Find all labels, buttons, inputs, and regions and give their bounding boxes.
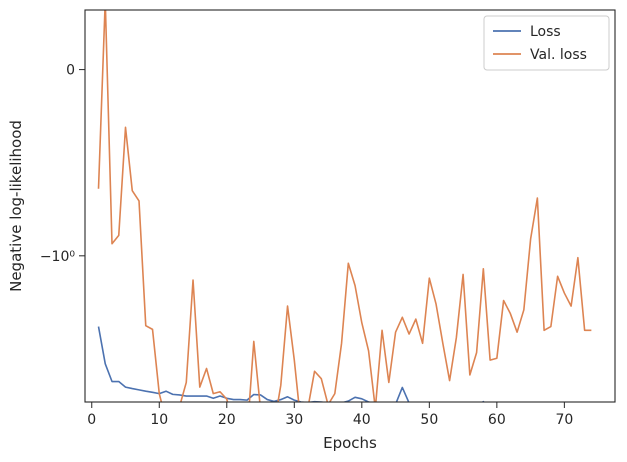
y-tick-label: 0 — [66, 63, 75, 79]
x-tick-label: 70 — [555, 412, 573, 428]
x-tick-label: 20 — [218, 412, 236, 428]
x-tick-label: 0 — [87, 412, 96, 428]
legend-label: Val. loss — [530, 47, 587, 63]
x-tick-label: 60 — [488, 412, 506, 428]
x-tick-label: 10 — [150, 412, 168, 428]
x-axis-label: Epochs — [323, 434, 377, 452]
x-tick-label: 50 — [420, 412, 438, 428]
plot-frame — [84, 9, 616, 403]
legend-label: Loss — [530, 24, 561, 40]
series-line-2 — [97, 10, 592, 402]
series-line-1 — [97, 326, 486, 402]
axes: 0 10 20 30 40 50 60 70 0 −10⁰ — [40, 9, 616, 428]
y-axis-label: Negative log-likelihood — [7, 120, 25, 292]
y-tick-label: −10⁰ — [40, 249, 76, 265]
x-tick-label: 40 — [353, 412, 371, 428]
x-tick-label: 30 — [285, 412, 303, 428]
plot-area — [97, 10, 592, 402]
legend: Loss Val. loss — [483, 15, 610, 71]
legend-box — [483, 15, 610, 71]
